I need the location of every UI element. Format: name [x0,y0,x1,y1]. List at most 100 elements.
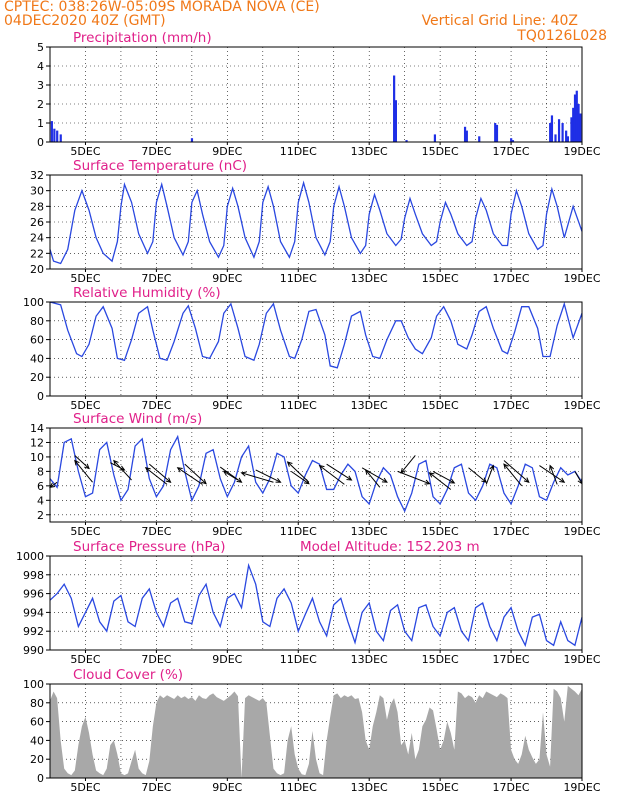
wind-vector [148,463,171,483]
precip-bar [463,126,467,142]
wind-vector-head [84,463,90,470]
temperature-panel: 20 22 24 26 28 30 32 5DEC 7DEC 9DEC 11DEC 13DEC 15DE… [30,158,601,285]
x-tick-label: 19DEC [563,399,600,412]
precip-bar [190,138,194,142]
y-tick-label: 28 [30,200,44,213]
wind-vector-head [428,472,435,478]
x-tick-label: 19DEC [563,653,600,666]
y-tick-label: 100 [23,296,44,309]
header-station: CPTEC: 038:26W-05:09S MORADA NOVA (CE) [4,0,320,15]
header-date: 04DEC2020 40Z (GMT) [4,13,166,29]
model-altitude-label: Model Altitude: 152.203 m [300,539,480,555]
y-tick-label: 990 [23,644,44,657]
y-tick-label: 40 [30,734,44,747]
plot-frame [49,174,583,270]
precip-bar [511,140,515,142]
precip-bar [554,134,557,142]
y-tick-label: 40 [30,352,44,365]
wind-vector-head [381,477,388,483]
x-tick-label: 5DEC [70,145,100,158]
rh-title: Relative Humidity (%) [73,285,221,301]
wind-vector-head [144,467,151,473]
wind-vector [113,460,132,481]
y-tick-label: 8 [37,465,44,478]
y-tick-label: 998 [23,569,44,582]
wind-vector [365,469,381,488]
y-tick-label: 0 [37,772,44,785]
wind-vector-head [449,478,456,484]
wind-title: Surface Wind (m/s) [73,411,202,427]
wind-vector-head [176,467,183,473]
y-tick-label: 80 [30,697,44,710]
x-tick-label: 13DEC [351,145,388,158]
y-tick-label: 0 [37,136,44,149]
x-tick-label: 11DEC [280,781,317,794]
x-tick-label: 5DEC [70,272,100,285]
cloud-cover-panel: 0 20 40 60 80 100 5DEC 7DEC 9DEC 11DEC 13DEC 15DEC 1… [23,667,601,794]
plot-frame [49,555,583,651]
wind-vector-head [503,463,509,470]
wind-vector [223,470,239,481]
wind-vector-head [523,477,530,483]
precip-bar [566,136,570,142]
precip-bar [510,138,513,142]
precip-bar [550,115,554,142]
y-tick-label: 996 [23,588,44,601]
x-tick-label: 11DEC [280,653,317,666]
wind-vector [432,470,455,484]
y-tick-label: 26 [30,216,44,229]
precip-bar [56,130,59,142]
x-tick-label: 7DEC [141,145,171,158]
y-tick-label: 1 [37,117,44,130]
y-tick-label: 0 [37,390,44,403]
x-tick-label: 5DEC [70,653,100,666]
x-tick-label: 7DEC [141,525,171,538]
x-tick-label: 17DEC [493,399,530,412]
x-tick-label: 9DEC [212,399,242,412]
wind-vector [177,467,203,485]
precip-bar [478,136,481,142]
wind-vector [74,460,93,483]
precip-bar [393,75,396,142]
wind-vector [241,472,274,483]
wind-vector-head [559,477,566,483]
wind-vector [255,469,281,483]
precip-bar [572,107,575,142]
pressure-panel: 990 992 994 996 998 1000 5DEC 7DEC 9DEC 11DEC 13DE… [16,539,601,666]
plot-frame [49,301,583,397]
wind-vector [290,470,310,485]
x-tick-label: 19DEC [563,272,600,285]
pressure-series-line [49,562,583,648]
precip-bar [557,119,561,142]
wind-vector [574,471,583,484]
wind-vector-head [489,464,495,471]
x-tick-label: 17DEC [493,653,530,666]
wind-vector [468,467,487,483]
x-tick-label: 19DEC [563,145,600,158]
y-tick-label: 10 [30,451,44,464]
y-tick-label: 60 [30,334,44,347]
y-tick-label: 20 [30,263,44,276]
y-tick-label: 1000 [16,550,44,563]
x-tick-label: 19DEC [563,525,600,538]
rh-series-line [49,301,583,369]
x-tick-label: 7DEC [141,272,171,285]
precip-bar [394,100,397,142]
x-tick-label: 9DEC [212,653,242,666]
y-tick-label: 80 [30,315,44,328]
y-tick-label: 100 [23,678,44,691]
precip-bar [577,104,580,142]
x-tick-label: 15DEC [422,781,459,794]
x-tick-label: 17DEC [493,781,530,794]
x-tick-label: 13DEC [351,781,388,794]
wind-vector-head [286,461,293,467]
precip-bar [565,130,568,142]
wind-vector-head [318,464,325,471]
wind-vector-head [481,477,488,483]
precip-bar [53,128,56,142]
x-tick-label: 13DEC [351,653,388,666]
wind-vector-head [364,469,371,475]
x-tick-label: 5DEC [70,781,100,794]
y-tick-label: 20 [30,371,44,384]
